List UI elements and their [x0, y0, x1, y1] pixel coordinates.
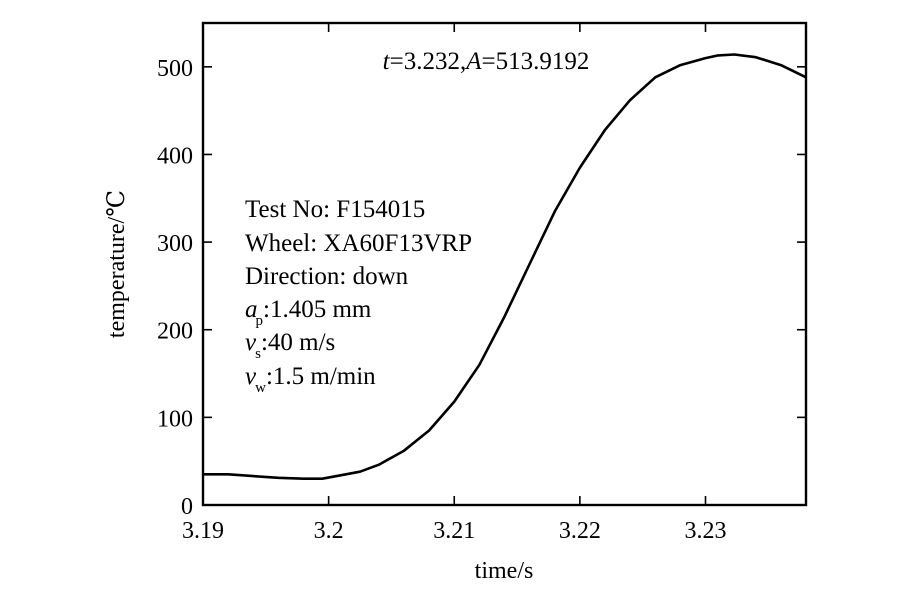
x-tick-label: 3.23 — [685, 518, 727, 544]
y-tick-label: 400 — [157, 143, 193, 169]
x-axis-label: time/s — [475, 558, 534, 584]
y-tick-label: 300 — [157, 231, 193, 257]
peak-annotation: t=3.232,A=513.9192 — [383, 48, 590, 75]
y-tick-label: 0 — [181, 494, 193, 520]
x-tick-label: 3.22 — [559, 518, 601, 544]
wheel-speed-text: vs:40 m/s — [245, 329, 335, 362]
test-info-block: Test No: F154015 Wheel: XA60F13VRP Direc… — [245, 196, 472, 396]
x-tick-label: 3.19 — [182, 518, 224, 544]
depth-of-cut-text: ap:1.405 mm — [245, 296, 372, 329]
wheel-text: Wheel: XA60F13VRP — [245, 230, 472, 257]
x-tick-label: 3.21 — [433, 518, 475, 544]
plot-frame — [201, 21, 808, 507]
test-number-text: Test No: F154015 — [245, 196, 425, 223]
y-axis-label: temperature/℃ — [104, 190, 130, 338]
workpiece-speed-text: vw:1.5 m/min — [245, 363, 376, 396]
y-tick-label: 100 — [157, 406, 193, 432]
x-tick-label: 3.2 — [314, 518, 344, 544]
direction-text: Direction: down — [245, 263, 409, 290]
y-tick-label: 500 — [157, 56, 193, 82]
tick-labels: 3.19 3.2 3.21 3.22 3.23 0 100 200 300 400 500 — [157, 56, 727, 544]
temperature-series-line — [203, 53, 807, 480]
y-tick-label: 200 — [157, 319, 193, 345]
